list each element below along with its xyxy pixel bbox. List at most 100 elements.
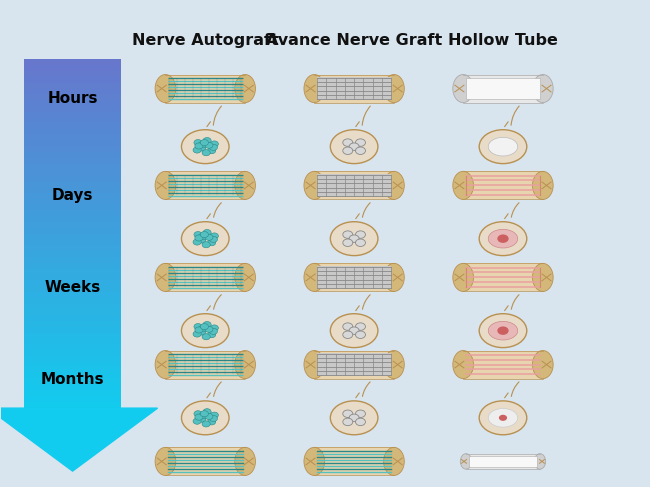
FancyBboxPatch shape xyxy=(315,171,394,200)
Ellipse shape xyxy=(453,75,473,103)
FancyBboxPatch shape xyxy=(469,455,538,467)
Circle shape xyxy=(497,234,509,243)
Circle shape xyxy=(202,242,210,248)
Bar xyxy=(24,321,121,327)
Bar xyxy=(24,368,121,373)
Bar xyxy=(24,333,121,338)
Bar xyxy=(24,344,121,350)
Circle shape xyxy=(349,235,359,243)
Bar xyxy=(24,176,121,182)
Bar xyxy=(24,356,121,362)
Bar xyxy=(24,350,121,356)
FancyBboxPatch shape xyxy=(315,351,394,378)
Circle shape xyxy=(349,143,359,150)
Ellipse shape xyxy=(330,314,378,348)
Circle shape xyxy=(207,419,216,425)
Circle shape xyxy=(210,141,218,147)
Ellipse shape xyxy=(453,351,473,378)
Circle shape xyxy=(497,326,509,335)
Circle shape xyxy=(356,331,365,338)
Bar xyxy=(24,379,121,385)
Ellipse shape xyxy=(488,229,517,248)
Circle shape xyxy=(198,413,207,419)
Bar xyxy=(24,65,121,71)
Ellipse shape xyxy=(532,351,553,378)
Circle shape xyxy=(343,331,353,338)
Circle shape xyxy=(499,415,507,421)
Circle shape xyxy=(198,142,207,148)
Ellipse shape xyxy=(155,263,176,291)
Circle shape xyxy=(195,235,203,241)
Circle shape xyxy=(207,240,216,246)
FancyBboxPatch shape xyxy=(317,173,391,197)
Ellipse shape xyxy=(453,171,473,200)
Bar xyxy=(24,402,121,408)
Bar xyxy=(24,210,121,216)
Ellipse shape xyxy=(155,171,176,200)
Circle shape xyxy=(203,137,211,144)
Circle shape xyxy=(202,150,210,156)
FancyBboxPatch shape xyxy=(463,171,543,200)
Bar xyxy=(24,129,121,135)
Bar xyxy=(24,327,121,333)
Ellipse shape xyxy=(384,75,404,103)
Circle shape xyxy=(210,325,218,331)
Circle shape xyxy=(356,418,365,426)
Ellipse shape xyxy=(155,75,176,103)
Ellipse shape xyxy=(235,351,255,378)
Bar xyxy=(24,193,121,199)
Circle shape xyxy=(203,409,211,415)
Circle shape xyxy=(205,234,213,241)
Bar xyxy=(24,263,121,269)
Circle shape xyxy=(205,326,213,332)
Circle shape xyxy=(198,329,205,335)
Circle shape xyxy=(200,323,209,330)
Circle shape xyxy=(205,142,213,149)
Ellipse shape xyxy=(479,222,526,256)
Circle shape xyxy=(198,237,205,243)
Ellipse shape xyxy=(235,75,255,103)
Ellipse shape xyxy=(304,75,324,103)
Circle shape xyxy=(195,327,203,333)
Circle shape xyxy=(203,229,211,236)
Ellipse shape xyxy=(330,222,378,256)
Text: Avance Nerve Graft: Avance Nerve Graft xyxy=(266,33,442,48)
Circle shape xyxy=(195,414,203,420)
Bar xyxy=(24,147,121,152)
Ellipse shape xyxy=(453,263,473,291)
Ellipse shape xyxy=(479,314,526,348)
Bar xyxy=(24,222,121,228)
Bar xyxy=(24,106,121,112)
FancyBboxPatch shape xyxy=(166,351,245,378)
Bar xyxy=(24,373,121,379)
Bar xyxy=(24,77,121,83)
Circle shape xyxy=(356,147,365,154)
Circle shape xyxy=(194,411,202,417)
Circle shape xyxy=(198,145,205,151)
Bar xyxy=(24,385,121,391)
Bar xyxy=(24,303,121,309)
Circle shape xyxy=(200,231,209,238)
Text: Nerve Autograft: Nerve Autograft xyxy=(132,33,279,48)
Circle shape xyxy=(194,140,202,146)
Bar xyxy=(24,112,121,117)
Circle shape xyxy=(356,231,365,238)
Circle shape xyxy=(343,139,353,146)
Circle shape xyxy=(349,414,359,422)
FancyBboxPatch shape xyxy=(166,448,245,475)
Bar xyxy=(24,182,121,187)
Circle shape xyxy=(343,418,353,426)
Ellipse shape xyxy=(488,409,517,427)
Circle shape xyxy=(356,323,365,330)
FancyBboxPatch shape xyxy=(317,77,391,100)
FancyBboxPatch shape xyxy=(315,75,394,103)
FancyBboxPatch shape xyxy=(317,353,391,376)
Ellipse shape xyxy=(304,263,324,291)
Ellipse shape xyxy=(384,448,404,475)
FancyBboxPatch shape xyxy=(166,263,245,291)
Ellipse shape xyxy=(532,75,553,103)
Circle shape xyxy=(198,234,207,240)
Bar xyxy=(24,89,121,94)
Circle shape xyxy=(209,415,218,422)
Ellipse shape xyxy=(155,448,176,475)
